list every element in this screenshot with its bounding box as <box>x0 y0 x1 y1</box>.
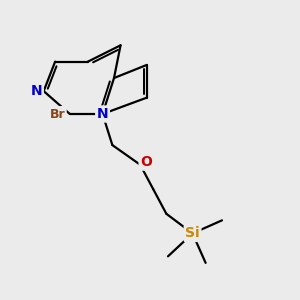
Text: Br: Br <box>50 107 65 121</box>
Text: N: N <box>97 107 108 121</box>
Text: Si: Si <box>185 226 200 240</box>
Text: N: N <box>31 84 42 98</box>
Text: O: O <box>140 155 152 169</box>
